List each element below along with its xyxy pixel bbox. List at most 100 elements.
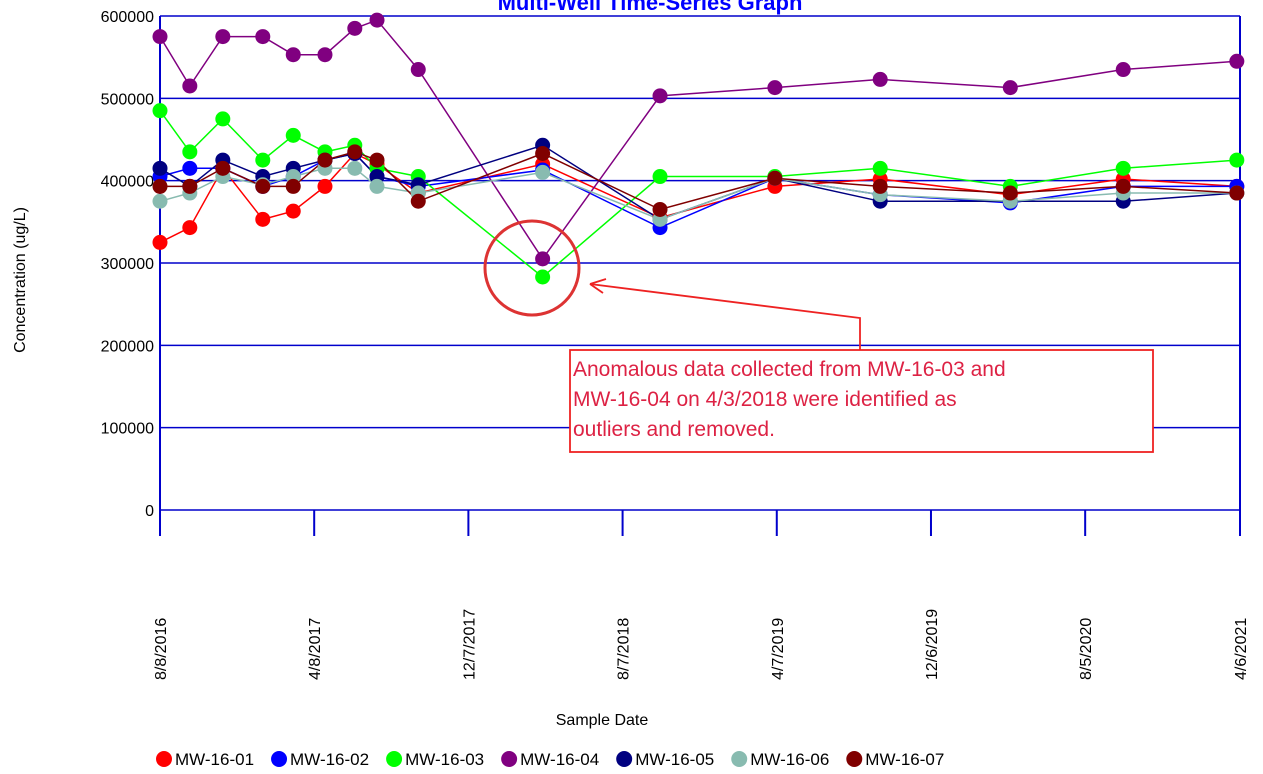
data-point bbox=[1229, 152, 1245, 168]
annotation-text: outliers and removed. bbox=[573, 418, 775, 441]
data-point bbox=[182, 160, 198, 176]
data-point bbox=[347, 144, 363, 160]
data-point bbox=[152, 103, 168, 119]
annotation-text: Anomalous data collected from MW-16-03 a… bbox=[573, 358, 1006, 381]
data-point bbox=[1002, 185, 1018, 201]
arrow-head bbox=[589, 278, 607, 294]
data-point bbox=[215, 29, 231, 45]
legend-item: MW-16-04 bbox=[501, 750, 599, 769]
data-point bbox=[1115, 160, 1131, 176]
data-point bbox=[152, 193, 168, 209]
data-point bbox=[535, 164, 551, 180]
legend-label: MW-16-01 bbox=[175, 750, 254, 769]
x-tick-label: 4/7/2019 bbox=[770, 618, 787, 680]
data-point bbox=[535, 145, 551, 161]
series-line bbox=[159, 110, 1237, 278]
data-point bbox=[182, 144, 198, 160]
data-point bbox=[152, 29, 168, 45]
data-point bbox=[1115, 178, 1131, 194]
data-point bbox=[872, 71, 888, 87]
data-point bbox=[255, 211, 271, 227]
legend-item: MW-16-05 bbox=[616, 750, 714, 769]
legend-swatch bbox=[846, 751, 863, 767]
y-tick-label: 200000 bbox=[101, 338, 154, 355]
data-point bbox=[255, 178, 271, 194]
legend-swatch bbox=[271, 751, 288, 767]
data-point bbox=[1229, 53, 1245, 69]
legend-label: MW-16-03 bbox=[405, 750, 484, 769]
data-point bbox=[255, 29, 271, 45]
data-point bbox=[347, 20, 363, 36]
legend-label: MW-16-02 bbox=[290, 750, 369, 769]
series-line bbox=[159, 152, 1237, 244]
x-tick-label: 8/5/2020 bbox=[1078, 618, 1095, 680]
legend-label: MW-16-04 bbox=[520, 750, 599, 769]
series-line bbox=[159, 19, 1237, 261]
data-point bbox=[285, 47, 301, 63]
data-point bbox=[369, 152, 385, 168]
x-tick-label: 12/6/2019 bbox=[924, 609, 941, 680]
legend-swatch bbox=[731, 751, 748, 767]
data-point bbox=[872, 160, 888, 176]
y-axis-label: Concentration (ug/L) bbox=[12, 207, 29, 353]
data-point bbox=[535, 269, 551, 285]
data-point bbox=[347, 160, 363, 176]
data-point bbox=[152, 160, 168, 176]
x-tick-label: 8/7/2018 bbox=[616, 618, 633, 680]
data-point bbox=[535, 251, 551, 267]
legend-swatch bbox=[616, 751, 633, 767]
data-point bbox=[285, 203, 301, 219]
data-point bbox=[317, 47, 333, 63]
annotation-arrow bbox=[589, 283, 861, 350]
data-point bbox=[285, 178, 301, 194]
legend-label: MW-16-06 bbox=[750, 750, 829, 769]
x-tick-label: 12/7/2017 bbox=[461, 609, 478, 680]
legend-swatch bbox=[501, 751, 518, 767]
data-point bbox=[767, 80, 783, 96]
data-point bbox=[152, 234, 168, 250]
legend-item: MW-16-01 bbox=[156, 750, 254, 769]
data-point bbox=[317, 152, 333, 168]
data-point bbox=[872, 178, 888, 194]
chart-title: Multi-Well Time-Series Graph bbox=[498, 0, 803, 15]
y-tick-label: 0 bbox=[145, 503, 154, 520]
legend-item: MW-16-06 bbox=[731, 750, 829, 769]
x-tick-label: 4/6/2021 bbox=[1233, 618, 1250, 680]
legend-swatch bbox=[156, 751, 172, 767]
data-point bbox=[215, 111, 231, 127]
legend-label: MW-16-05 bbox=[635, 750, 714, 769]
data-point bbox=[182, 78, 198, 94]
data-point bbox=[410, 62, 426, 78]
x-axis-label: Sample Date bbox=[556, 712, 649, 729]
data-point bbox=[152, 178, 168, 194]
data-point bbox=[1002, 80, 1018, 96]
data-point bbox=[1115, 62, 1131, 78]
x-tick-label: 8/8/2016 bbox=[153, 618, 170, 680]
legend-label: MW-16-07 bbox=[865, 750, 944, 769]
data-point bbox=[652, 169, 668, 185]
legend-swatch bbox=[386, 751, 403, 767]
data-point bbox=[369, 12, 385, 28]
data-point bbox=[652, 88, 668, 104]
data-point bbox=[285, 127, 301, 143]
series-line bbox=[160, 151, 1237, 211]
y-tick-label: 500000 bbox=[101, 91, 154, 108]
y-tick-label: 100000 bbox=[101, 421, 154, 438]
y-tick-label: 400000 bbox=[101, 174, 154, 191]
data-point bbox=[215, 160, 231, 176]
data-point bbox=[317, 178, 333, 194]
legend-item: MW-16-07 bbox=[846, 750, 944, 769]
legend-item: MW-16-02 bbox=[271, 750, 369, 769]
outlier-circle bbox=[483, 219, 581, 317]
data-point bbox=[652, 201, 668, 217]
x-tick-label: 4/8/2017 bbox=[307, 618, 324, 680]
y-tick-label: 300000 bbox=[101, 256, 154, 273]
data-point bbox=[767, 170, 783, 186]
data-point bbox=[255, 152, 271, 168]
series-line bbox=[159, 167, 1237, 221]
data-point bbox=[1229, 185, 1245, 201]
data-point bbox=[410, 193, 426, 209]
data-point bbox=[182, 220, 198, 236]
y-tick-label: 600000 bbox=[101, 9, 154, 26]
